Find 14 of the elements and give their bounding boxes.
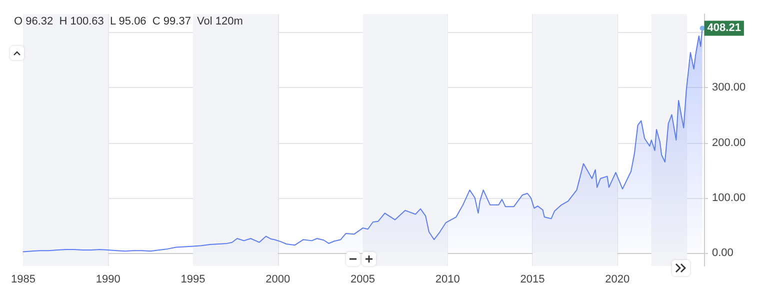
y-tick-label: 100.00 (712, 192, 746, 204)
y-tick-label: 0.00 (712, 246, 734, 259)
y-tick-label: 200.00 (712, 136, 746, 149)
annotation: O 96.32 H 100.63 L 95.06 C 99.37 Vol 120m (14, 16, 243, 28)
x-tick-label: 1995 (180, 274, 206, 286)
x-tick-label: 2015 (520, 274, 545, 286)
y-tick-label: 300.00 (712, 82, 746, 94)
x-tick-label: 1985 (10, 274, 36, 286)
x-tick-label: 2000 (266, 274, 290, 286)
x-tick-label: 2010 (435, 274, 460, 286)
annotation: 408.21 (707, 22, 741, 34)
x-tick-label: 2005 (350, 274, 376, 286)
x-tick-label: 2020 (605, 274, 630, 286)
x-tick-label: 1990 (96, 274, 120, 286)
